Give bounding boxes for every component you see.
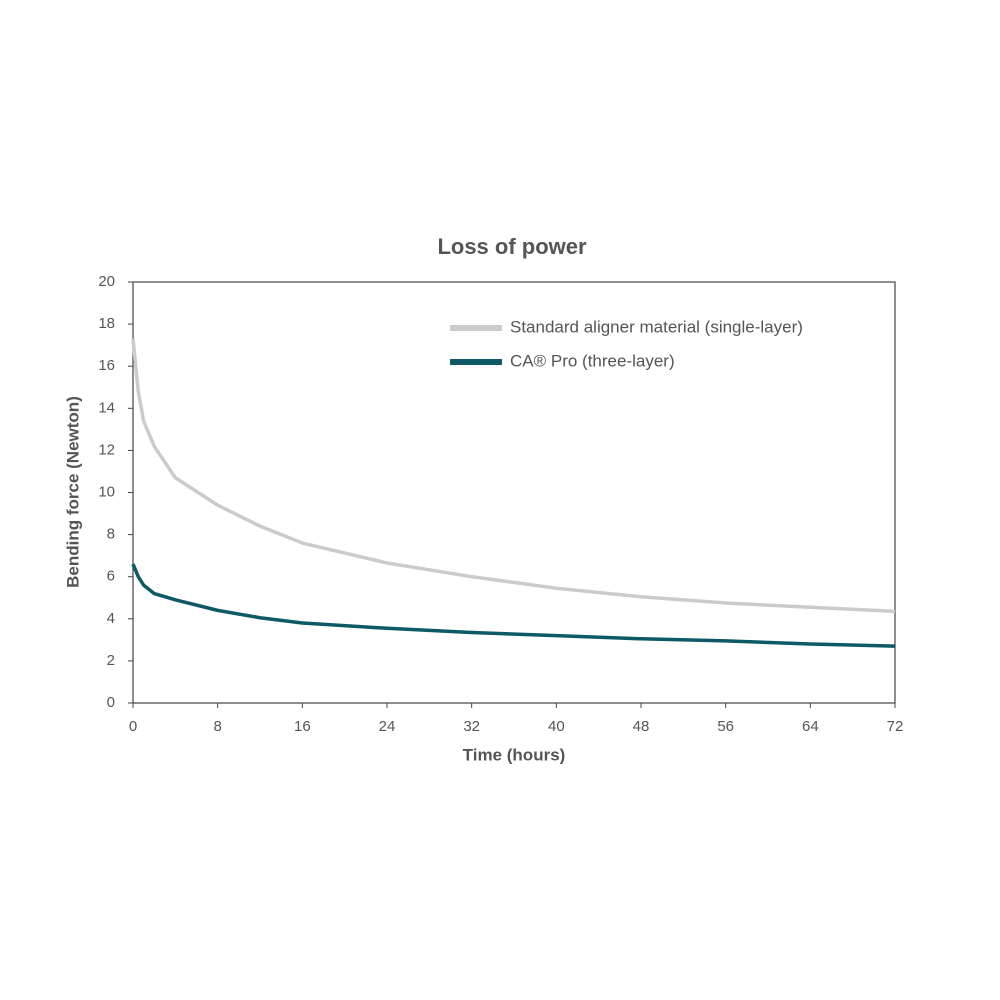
y-tick-label: 8 [107,526,115,543]
x-tick-label: 24 [379,718,396,735]
y-tick-label: 18 [98,315,115,332]
y-tick-label: 16 [98,357,115,374]
y-tick-label: 12 [98,441,115,458]
y-axis-label: Bending force (Newton) [63,396,82,588]
x-tick-label: 72 [887,718,904,735]
y-tick-label: 2 [107,652,115,669]
y-tick-label: 0 [107,694,115,711]
chart-title: Loss of power [437,234,587,259]
y-tick-label: 14 [98,399,115,416]
x-tick-label: 48 [633,718,650,735]
x-tick-label: 56 [717,718,734,735]
x-tick-label: 16 [294,718,311,735]
x-tick-label: 8 [213,718,221,735]
x-tick-label: 0 [129,718,137,735]
legend-label: CA® Pro (three-layer) [510,351,675,370]
y-tick-label: 20 [98,273,115,290]
x-tick-label: 32 [463,718,480,735]
y-tick-label: 4 [107,610,115,627]
y-tick-label: 6 [107,568,115,585]
x-tick-label: 64 [802,718,819,735]
series-line [131,563,896,648]
x-tick-label: 40 [548,718,565,735]
y-tick-label: 10 [98,483,115,500]
series-line [131,338,896,614]
plot-frame [132,281,896,704]
x-axis-label: Time (hours) [463,745,566,764]
legend-label: Standard aligner material (single-layer) [510,317,803,336]
